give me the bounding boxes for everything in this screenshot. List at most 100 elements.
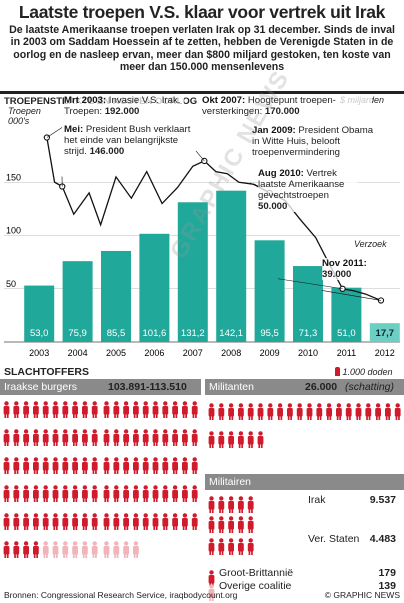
bar-value-label: 131,2 (181, 328, 205, 339)
person-icon (228, 516, 234, 533)
person-icon (218, 496, 225, 513)
annotation: Jan 2009: President Obama in Witte Huis,… (252, 125, 382, 158)
person-icon (336, 403, 342, 420)
person-icon (182, 429, 188, 446)
person-icon (133, 541, 139, 558)
annotation-leader (195, 150, 205, 162)
person-icon (62, 457, 69, 474)
person-icon (208, 403, 215, 420)
bar (24, 285, 55, 342)
person-icon (23, 429, 29, 446)
annotation-text: Hoogtepunt troepen-versterkingen: (202, 95, 336, 117)
annotation-date: Aug 2010: (258, 168, 304, 179)
person-icon (103, 401, 110, 418)
annotation-date: Okt 2007: (202, 95, 246, 106)
person-icon (62, 485, 69, 502)
person-icon (238, 403, 244, 420)
person-icon (3, 541, 10, 558)
civilians-label: Iraakse burgers (4, 381, 77, 393)
person-icon (208, 431, 215, 448)
bar-value-label: 142,1 (219, 328, 243, 339)
person-icon (82, 457, 88, 474)
person-icon (13, 485, 20, 502)
person-icon (103, 513, 110, 530)
person-icon (152, 513, 159, 530)
annotation-date: Mei: (64, 124, 84, 135)
person-icon (247, 496, 254, 513)
source-note: Bronnen: Congressional Research Service,… (4, 590, 238, 600)
person-icon (133, 513, 139, 530)
person-icon (326, 403, 332, 420)
person-icon (191, 485, 198, 502)
person-icon (82, 401, 88, 418)
person-icon (72, 513, 78, 530)
person-icon (123, 457, 129, 474)
person-icon (52, 429, 59, 446)
annotation-text: President Bush verklaart het einde van b… (64, 124, 191, 157)
person-icon (306, 403, 313, 420)
person-icon (191, 429, 198, 446)
person-icon (62, 541, 69, 558)
annotation-date: Nov 2011: (322, 258, 367, 269)
person-icon (91, 429, 98, 446)
person-icon (162, 401, 169, 418)
annotation-text: President Obama in Witte Huis, belooft t… (252, 125, 374, 158)
military-row-label: Irak (308, 494, 326, 506)
person-icon (228, 496, 234, 513)
person-icon (152, 485, 159, 502)
bar (254, 240, 285, 342)
bar-value-label: 53,0 (30, 328, 49, 339)
person-icon (113, 485, 120, 502)
person-icon (113, 513, 120, 530)
person-icon (152, 401, 159, 418)
person-icon (62, 401, 69, 418)
person-icon (33, 541, 39, 558)
person-icon (238, 516, 244, 533)
person-icon (355, 403, 362, 420)
person-icon (162, 429, 169, 446)
person-icon (267, 403, 274, 420)
x-tick-label: 2008 (221, 348, 241, 358)
person-icon (113, 429, 120, 446)
annotation: Nov 2011: 39.000 (322, 258, 392, 280)
person-icon (142, 429, 149, 446)
person-icon (3, 401, 10, 418)
person-icon (33, 513, 39, 530)
y-tick-label: 50 (6, 279, 16, 289)
person-icon (103, 429, 110, 446)
annotation: Mei: President Bush verklaart het einde … (64, 124, 194, 157)
bar-value-label: 17,7 (376, 328, 395, 339)
x-tick-label: 2009 (260, 348, 280, 358)
person-icon (191, 513, 198, 530)
person-icon (182, 513, 188, 530)
person-icon (13, 513, 20, 530)
person-icon (172, 401, 178, 418)
person-icon (123, 541, 129, 558)
person-icon (33, 457, 39, 474)
x-tick-label: 2007 (183, 348, 203, 358)
person-icon (91, 541, 98, 558)
person-icon (82, 541, 88, 558)
person-icon (72, 457, 78, 474)
troops-point (43, 134, 51, 141)
person-icon (247, 538, 254, 555)
annotation-text: Invasie V.S. Irak. Troepen: (64, 95, 181, 117)
annotation-value: 170.000 (264, 106, 300, 117)
military-row-label: Overige coalitie (219, 580, 292, 592)
x-tick-label: 2004 (68, 348, 88, 358)
person-icon (162, 457, 169, 474)
person-icon (208, 584, 215, 601)
forecast-label: Verzoek (354, 239, 387, 249)
person-icon (142, 457, 149, 474)
bar-value-label: 51,0 (337, 328, 356, 339)
person-icon (62, 513, 69, 530)
person-icon (33, 429, 39, 446)
person-icon (62, 429, 69, 446)
person-icon (42, 541, 49, 558)
person-icon (113, 541, 120, 558)
person-icon (113, 457, 120, 474)
person-icon (162, 485, 169, 502)
x-tick-label: 2005 (106, 348, 126, 358)
person-icon (208, 496, 215, 513)
person-icon (208, 570, 215, 587)
